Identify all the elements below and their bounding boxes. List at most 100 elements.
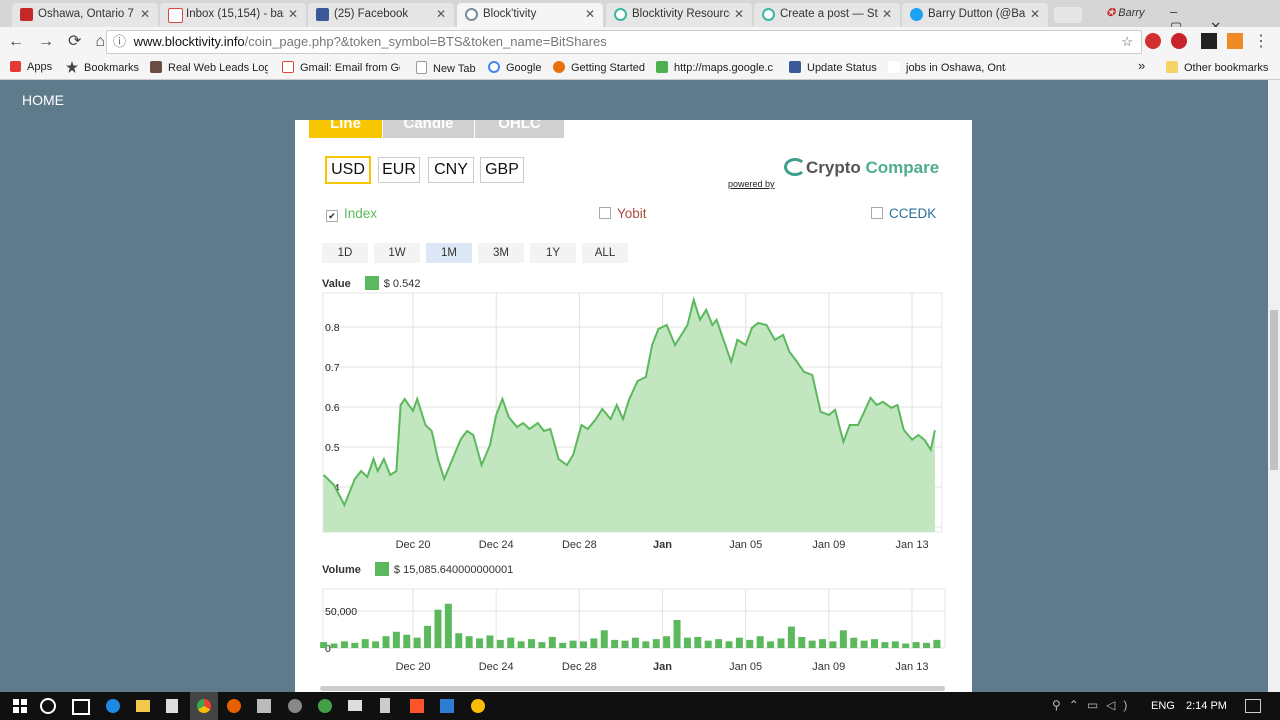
app-icon[interactable] <box>348 700 362 711</box>
bookmark[interactable]: Getting Started <box>553 61 645 74</box>
bookmark[interactable]: Gmail: Email from Go <box>282 61 400 74</box>
exchange-option[interactable]: ✔ Index <box>326 206 377 222</box>
bookmark[interactable]: Apps <box>10 61 52 73</box>
app-icon[interactable] <box>190 692 218 720</box>
range-button[interactable]: 1Y <box>530 243 576 263</box>
new-tab[interactable] <box>1054 7 1082 23</box>
exchange-label: Index <box>344 206 378 221</box>
powered-by[interactable]: powered by <box>728 179 775 189</box>
legend-value: $ 0.542 <box>383 278 421 290</box>
tab[interactable]: Barry Dutton (@Bar ✕ <box>902 3 1048 27</box>
bookmark-title: Bookmarks <box>84 62 140 74</box>
navigator-scrollbar[interactable] <box>320 686 945 691</box>
nav-buttons[interactable]: ←→⟳⌂ <box>8 33 120 50</box>
search-button[interactable] <box>40 698 56 714</box>
tab-title: Barry Dutton (@Bar <box>928 8 1030 20</box>
bookmark-title: http://maps.google.c <box>674 62 774 74</box>
scrollbar[interactable] <box>1268 80 1280 692</box>
clock[interactable]: 2:14 PM <box>1186 700 1227 712</box>
action-center[interactable] <box>1245 699 1261 713</box>
brand-logo[interactable]: Crypto Compare <box>784 158 939 178</box>
url-host: www.blocktivity.info <box>133 34 245 49</box>
brand-part: Crypto <box>806 158 861 177</box>
brand-part: Compare <box>865 158 940 177</box>
tab-title: Oshawa, Ontario 7 D <box>38 8 146 20</box>
tab[interactable]: Oshawa, Ontario 7 D ✕ <box>12 3 158 27</box>
app-icon[interactable] <box>106 699 120 713</box>
tab-title: (25) Facebook <box>334 8 409 20</box>
exchange-label: Yobit <box>617 206 647 221</box>
bookmark-title: Apps <box>27 61 53 73</box>
bookmark-title: Update Status <box>807 62 877 74</box>
legend-title: Value <box>322 278 351 290</box>
taskbar: ⚲⌃▭◁) ENG 2:14 PM <box>0 692 1280 720</box>
tab-title: Inbox (15,154) - bar <box>186 8 288 20</box>
start-button[interactable] <box>13 699 27 713</box>
chart-type-tab[interactable]: Candle <box>383 120 474 138</box>
bookmark[interactable]: Update Status <box>789 61 877 74</box>
currency-button[interactable]: CNY <box>428 157 474 183</box>
profile-name: Barry <box>1118 7 1145 19</box>
chart-type-tab[interactable]: OHLC <box>475 120 564 138</box>
bookmark-title: Google <box>506 62 542 74</box>
bookmark[interactable]: http://maps.google.c <box>656 61 774 74</box>
extensions[interactable]: ⋮ <box>1145 33 1269 51</box>
address-bar[interactable]: ⓘ www.blocktivity.info/coin_page.php?&to… <box>106 30 1142 54</box>
bookmark-title: jobs in Oshawa, Onta <box>906 62 1006 74</box>
tab-title: Blocktivity Resource <box>632 8 736 20</box>
bookmark-overflow[interactable]: » <box>1138 58 1146 73</box>
range-button[interactable]: 1M <box>426 243 472 263</box>
url-path: /coin_page.php?&token_symbol=BTS&token_n… <box>244 34 607 49</box>
legend: Value $ 0.542 <box>322 276 420 290</box>
chart-type-tab[interactable]: Line <box>309 120 382 138</box>
exchange-option[interactable]: Yobit <box>599 206 647 221</box>
bookmark-title: Other bookmarks <box>1184 62 1269 74</box>
app-icon[interactable] <box>440 699 454 713</box>
currency-button[interactable]: GBP <box>480 157 524 183</box>
tab-title: Block'tivity <box>483 8 537 20</box>
range-button[interactable]: 1W <box>374 243 420 263</box>
bookmark[interactable]: Bookmarks <box>66 61 139 74</box>
bookmark-title: New Tab <box>433 63 476 75</box>
bookmark[interactable]: Real Web Leads Logi <box>150 61 268 74</box>
exchange-label: CCEDK <box>889 206 937 221</box>
tab[interactable]: Block'tivity ✕ <box>457 3 603 27</box>
tray-icons[interactable]: ⚲⌃▭◁) <box>1052 698 1136 712</box>
nav-home[interactable]: HOME <box>22 92 64 108</box>
range-button[interactable]: 1D <box>322 243 368 263</box>
app-icon[interactable] <box>288 699 302 713</box>
tab[interactable]: Inbox (15,154) - bar ✕ <box>160 3 306 27</box>
profile[interactable]: ✪ Barry <box>1106 7 1145 19</box>
legend: Volume $ 15,085.640000000001 <box>322 562 513 576</box>
bookmark-title: Real Web Leads Logi <box>168 62 268 74</box>
app-icon[interactable] <box>471 699 485 713</box>
app-icon[interactable] <box>318 699 332 713</box>
app-icon[interactable] <box>166 699 178 713</box>
tab[interactable]: Create a post — Ste ✕ <box>754 3 900 27</box>
currency-button[interactable]: EUR <box>378 157 420 183</box>
task-view[interactable] <box>72 699 90 715</box>
app-icon[interactable] <box>136 700 150 712</box>
bookmark[interactable]: Other bookmarks <box>1166 61 1268 74</box>
range-button[interactable]: 3M <box>478 243 524 263</box>
app-icon[interactable] <box>410 699 424 713</box>
bookmark[interactable]: Google <box>488 61 541 74</box>
range-button[interactable]: ALL <box>582 243 628 263</box>
tab[interactable]: Blocktivity Resource ✕ <box>606 3 752 27</box>
tab[interactable]: (25) Facebook ✕ <box>308 3 454 27</box>
currency-button[interactable]: USD <box>325 156 371 184</box>
app-icon[interactable] <box>227 699 241 713</box>
bookmark-title: Getting Started <box>571 62 645 74</box>
legend-title: Volume <box>322 564 361 576</box>
exchange-option[interactable]: CCEDK <box>871 206 936 221</box>
language[interactable]: ENG <box>1151 700 1175 712</box>
bookmark[interactable]: New Tab <box>416 61 476 75</box>
app-icon[interactable] <box>257 699 271 713</box>
site-nav: HOME <box>0 80 1268 120</box>
bookmark[interactable]: jobs in Oshawa, Onta <box>888 61 1006 74</box>
legend-value: $ 15,085.640000000001 <box>393 564 514 576</box>
bookmarks-bar: Apps Bookmarks Real Web Leads Logi Gmail… <box>0 56 1280 80</box>
app-icon[interactable] <box>380 698 390 713</box>
bookmark-title: Gmail: Email from Go <box>300 62 400 74</box>
